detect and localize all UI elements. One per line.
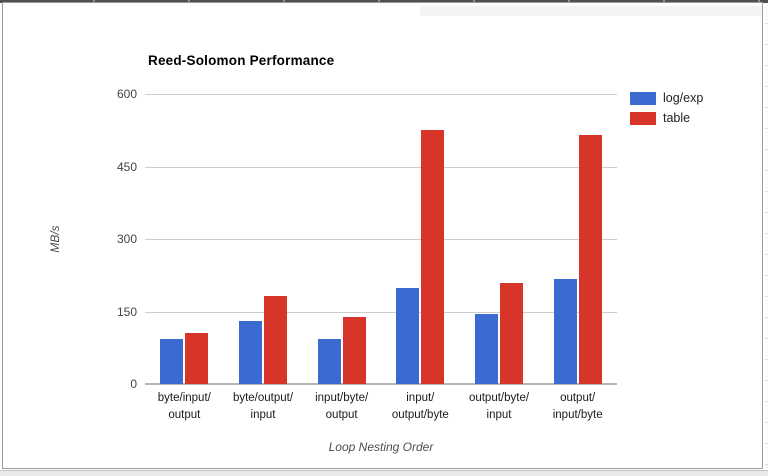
bar-table-2[interactable] [263,296,287,384]
legend-label: log/exp [663,91,704,105]
bar-logexp-4[interactable] [396,288,420,384]
bar-logexp-2[interactable] [238,321,262,384]
y-axis-title-text: MB/s [48,225,62,253]
legend-item-table: table [630,112,703,125]
legend-label: table [663,111,691,125]
x-category-label: output/ input/byte [552,392,603,421]
x-axis-baseline [145,383,617,385]
x-category-label: input/ output/byte [391,392,449,421]
bar-table-5[interactable] [499,283,523,384]
background-artifact [420,6,763,16]
legend-item-logexp: log/exp [630,92,703,105]
chart-title: Reed-Solomon Performance [148,53,335,68]
x-category-label: output/byte/ input [468,392,530,421]
bar-group [538,94,617,384]
window-bottom-edge [0,470,768,476]
bar-table-4[interactable] [421,130,445,384]
bar-group [224,94,303,384]
x-category-label: byte/input/ output [157,392,211,421]
bar-group [302,94,381,384]
x-axis-title: Loop Nesting Order [328,440,434,454]
bar-group [381,94,460,384]
bar-logexp-5[interactable] [474,314,498,384]
gridline [145,239,617,240]
legend-swatch [630,92,656,105]
gridline [145,311,617,313]
bar-table-3[interactable] [342,317,366,384]
bar-table-1[interactable] [185,333,209,384]
y-tick-label: 150 [116,304,137,319]
y-tick-label: 600 [116,87,137,101]
x-category-label: input/byte/ output [315,392,369,421]
window-top-edge [0,0,768,3]
plot-area: 600 450 300 150 0 [117,87,617,391]
bar-logexp-3[interactable] [317,339,341,384]
bar-table-6[interactable] [578,135,602,384]
y-tick-label: 0 [130,377,137,391]
y-tick-label: 300 [116,232,137,246]
x-category-label: byte/output/ input [232,392,294,421]
sheet-grid-sliver [765,3,768,470]
chart-legend: log/exp table [630,92,703,132]
gridline [145,94,617,95]
bar-logexp-6[interactable] [553,279,577,384]
bar-group [145,94,224,384]
gridline [145,166,617,168]
y-axis-title: MB/s [44,94,66,384]
bar-logexp-1[interactable] [160,339,184,384]
bar-group [460,94,539,384]
legend-swatch [630,112,656,125]
y-tick-label: 450 [116,159,137,174]
